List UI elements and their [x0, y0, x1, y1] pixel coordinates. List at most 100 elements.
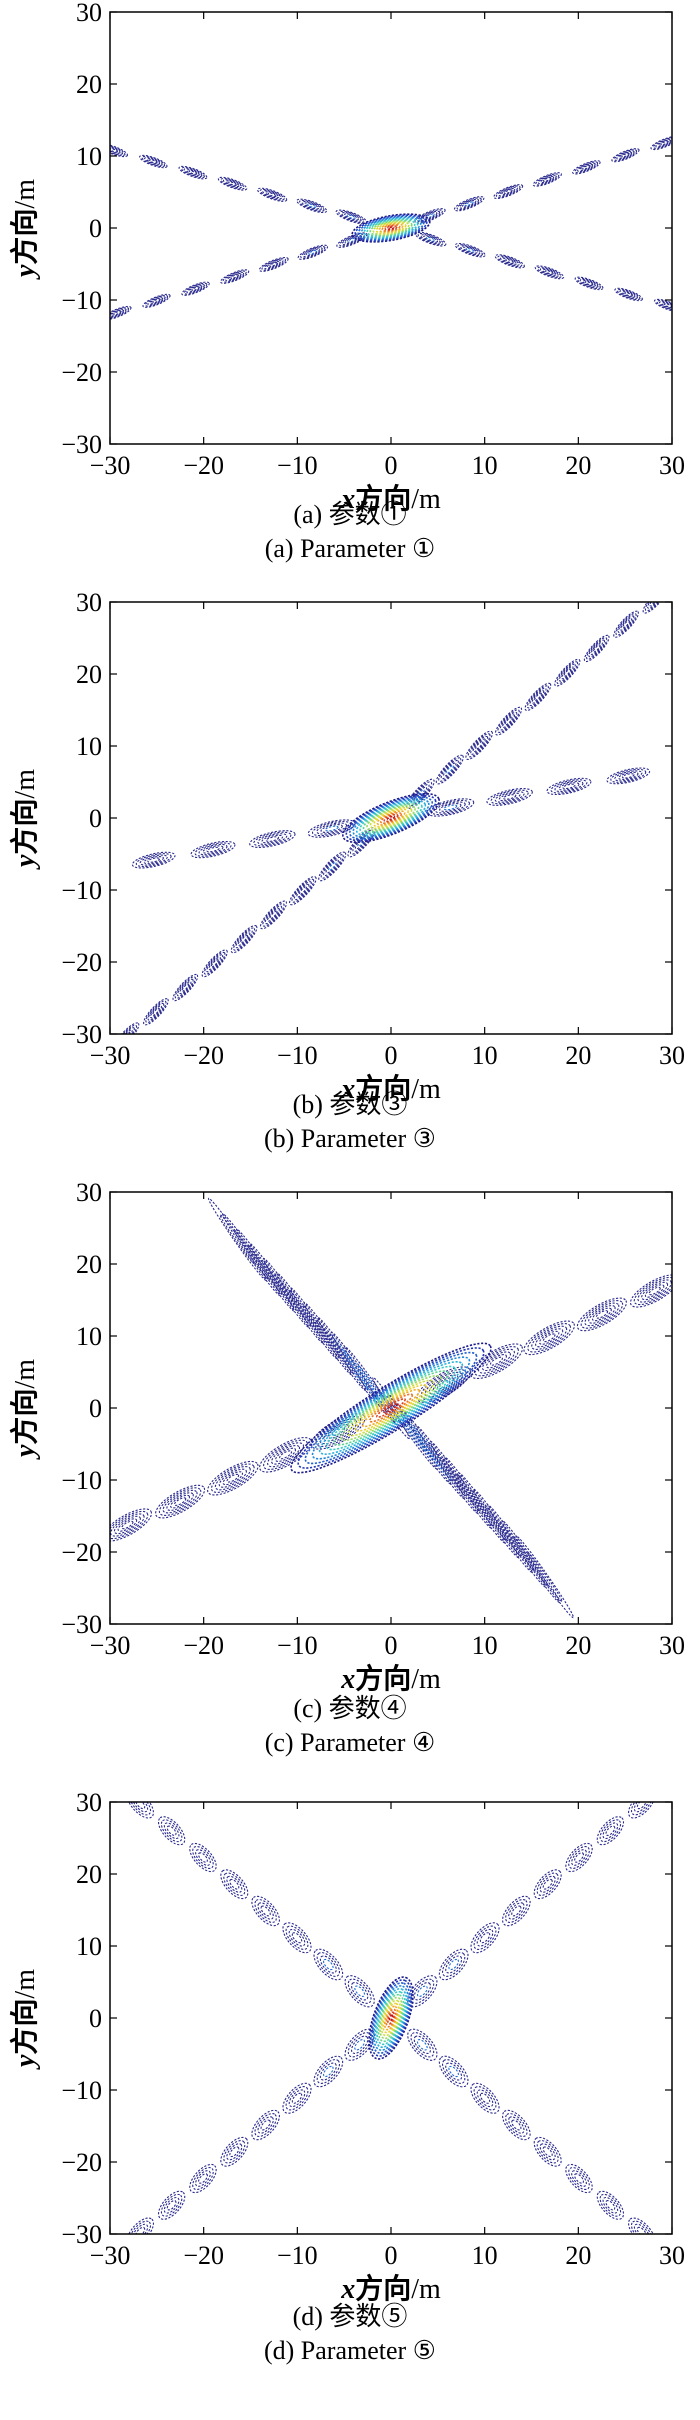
side-lobe-contour: [347, 1978, 372, 2004]
side-lobe-contour: [269, 910, 278, 920]
side-lobe-contour: [443, 804, 458, 811]
side-lobe-contour: [192, 1845, 214, 1869]
x-axis-label: x方向/m: [340, 482, 441, 515]
side-lobe-contour: [307, 819, 356, 838]
side-lobe-contour: [308, 249, 318, 255]
y-axis-label: y方向/m: [8, 179, 41, 280]
side-lobe-contour: [305, 248, 321, 257]
y-tick-label: −20: [61, 948, 102, 977]
side-lobe-contour: [476, 1928, 494, 1947]
side-lobe-contour: [503, 189, 513, 195]
y-axis-label: y方向/m: [8, 1359, 41, 1460]
side-lobe-contour: [302, 1304, 341, 1358]
main-lobe-contour: [385, 2008, 397, 2028]
main-lobe-contour: [290, 1342, 492, 1474]
contour-plot-d: −30 −20 −10 0 10 20 30 −30 −20 −10 0 10 20 30 x方向/m y方向…: [8, 1788, 685, 2305]
side-lobe-contour: [417, 232, 444, 246]
side-lobe-contour: [582, 164, 591, 170]
side-lobe-contour: [526, 1551, 563, 1602]
side-lobe-contour: [630, 2220, 653, 2234]
side-lobe-contour: [534, 265, 565, 280]
x-tick-label: 0: [385, 1631, 398, 1660]
y-tick-label: 20: [76, 70, 102, 99]
side-lobe-contour: [590, 641, 603, 655]
side-lobe-contour: [323, 1421, 354, 1442]
y-axis-label: y方向/m: [8, 769, 41, 870]
side-lobe-contour: [147, 1002, 165, 1021]
side-lobe-contour: [279, 1450, 293, 1460]
side-lobe-contour: [141, 155, 166, 168]
side-lobe-contour: [542, 2146, 553, 2158]
side-lobe-contour: [341, 212, 362, 222]
contour-lines: [126, 1802, 656, 2234]
main-lobe-contour: [376, 1990, 406, 2046]
side-lobe-contour: [299, 199, 325, 212]
side-lobe-contour: [467, 733, 491, 758]
side-lobe-contour: [505, 2113, 528, 2137]
side-lobe-contour: [599, 1819, 622, 1843]
side-lobe-contour: [617, 615, 635, 634]
side-lobe-contour: [233, 927, 256, 951]
side-lobe-contour: [288, 1289, 326, 1343]
side-lobe-contour: [349, 829, 374, 855]
side-lobe-contour: [610, 768, 647, 783]
y-tick-label: −10: [61, 2076, 102, 2105]
side-lobe-contour: [427, 1442, 466, 1497]
side-lobe-contour: [188, 285, 203, 293]
side-lobe-contour: [316, 822, 348, 835]
x-tick-label: −20: [183, 2241, 224, 2270]
y-tick-label: 0: [89, 2004, 102, 2033]
side-lobe-contour: [505, 258, 515, 264]
x-tick-label: −30: [90, 1631, 131, 1660]
side-lobe-contour: [206, 846, 220, 853]
side-lobe-contour: [641, 1281, 669, 1301]
side-lobe-contour: [220, 1869, 249, 1900]
main-lobe-contour: [369, 1979, 413, 2057]
side-lobe-contour: [420, 234, 441, 244]
side-lobe-contour: [110, 309, 125, 317]
side-lobe-contour: [266, 908, 280, 922]
side-lobe-contour: [655, 138, 672, 148]
side-lobe-contour: [602, 2196, 619, 2214]
side-lobe-contour: [290, 1287, 353, 1376]
side-lobe-contour: [291, 1932, 303, 1944]
side-lobe-contour: [407, 2028, 438, 2061]
main-lobe-contour: [357, 215, 425, 241]
side-lobe-contour: [533, 692, 542, 702]
side-lobe-contour: [439, 803, 462, 812]
main-lobe-contour: [360, 216, 422, 240]
side-lobe-contour: [459, 198, 480, 209]
side-lobe-contour: [288, 2089, 306, 2108]
side-lobe-contour: [320, 854, 344, 879]
side-lobe-contour: [259, 188, 285, 201]
side-lobe-contour: [178, 165, 208, 180]
side-lobe-contour: [505, 1899, 528, 1923]
side-lobe-contour: [145, 1000, 167, 1024]
x-axis-label: x方向/m: [340, 1662, 441, 1695]
y-tick-label: −10: [61, 876, 102, 905]
side-lobe-contour: [479, 2092, 491, 2104]
side-lobe-contour: [157, 1816, 186, 1846]
side-lobe-contour: [266, 260, 281, 269]
side-lobe-contour: [410, 2032, 435, 2058]
side-lobe-contour: [354, 1985, 366, 1997]
side-lobe-contour: [208, 1197, 267, 1281]
side-lobe-contour: [599, 2193, 622, 2217]
side-lobe-contour: [453, 196, 485, 212]
side-lobe-contour: [176, 978, 194, 997]
side-lobe-contour: [265, 836, 280, 842]
side-lobe-contour: [653, 298, 672, 313]
side-lobe-contour: [490, 789, 529, 805]
side-lobe-contour: [110, 143, 129, 158]
side-lobe-contour: [143, 855, 164, 865]
side-lobe-contour: [537, 174, 557, 185]
side-lobe-contour: [135, 2226, 146, 2234]
side-lobe-contour: [147, 296, 166, 306]
main-lobe-contour: [340, 1374, 442, 1442]
side-lobe-contour: [253, 831, 292, 847]
side-lobe-contour: [546, 777, 592, 796]
side-lobe-contour: [323, 2065, 334, 2078]
side-lobe-contour: [261, 258, 287, 271]
y-axis-label: y方向/m: [8, 1969, 41, 2070]
side-lobe-contour: [441, 1952, 466, 1977]
